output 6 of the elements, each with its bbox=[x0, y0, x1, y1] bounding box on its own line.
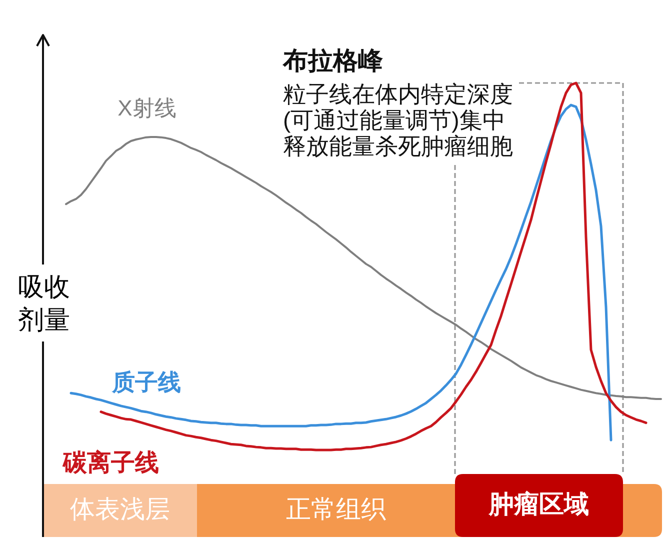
annotation: 肿瘤区域 bbox=[489, 490, 589, 518]
annotation: 粒子线在体内特定深度(可通过能量调节)集中释放能量杀死肿瘤细胞 bbox=[283, 81, 513, 159]
annotation: 体表浅层 bbox=[70, 496, 170, 524]
y-axis-title: 吸收剂量 bbox=[18, 272, 70, 334]
annotation: 正常组织 bbox=[286, 496, 386, 524]
annotation: 布拉格峰 bbox=[283, 47, 383, 75]
